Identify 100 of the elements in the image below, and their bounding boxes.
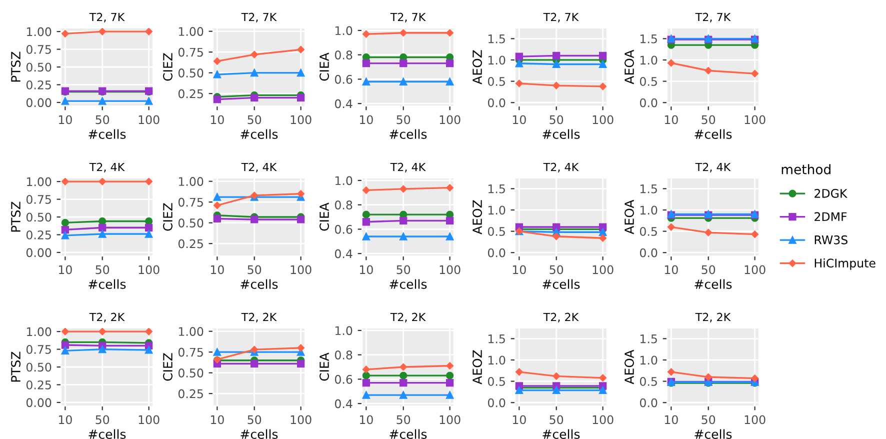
- x-tick-label: 100: [744, 115, 766, 124]
- y-tick-label: 1.00: [178, 27, 204, 36]
- x-tick-label: 10: [58, 415, 72, 424]
- x-tick-label: 10: [360, 115, 373, 124]
- y-tick-label: 0.25: [26, 230, 51, 240]
- y-tick-label: 1.0: [488, 356, 506, 365]
- x-tick-label: 100: [290, 265, 312, 274]
- y-axis-title: CIEZ: [163, 353, 172, 381]
- y-tick-label: 1.00: [26, 27, 52, 36]
- x-tick-label: 100: [290, 115, 312, 124]
- y-tick-label: 0.6: [334, 74, 352, 84]
- x-tick-label: 50: [396, 415, 410, 424]
- x-tick-label: 100: [744, 415, 766, 424]
- x-tick-label: 50: [702, 115, 716, 124]
- y-tick-label: 0.0: [488, 398, 506, 408]
- x-tick-label: 100: [592, 115, 614, 124]
- y-tick-label: 1.5: [488, 184, 505, 194]
- legend-label: 2DMF: [814, 212, 847, 221]
- y-axis-title: AEOZ: [472, 200, 482, 234]
- y-tick-label: 0.50: [26, 212, 52, 222]
- y-axis-title: PTSZ: [11, 352, 20, 382]
- chart-title: T2, 2K: [390, 312, 426, 322]
- y-tick-label: 0.5: [640, 377, 657, 386]
- x-tick-label: 10: [360, 265, 373, 274]
- x-tick-label: 100: [138, 115, 160, 124]
- y-tick-label: 0.75: [178, 198, 203, 207]
- x-tick-label: 50: [96, 415, 110, 424]
- y-axis-title: CIEA: [320, 202, 329, 231]
- x-tick-label: 50: [702, 415, 716, 424]
- y-axis-title: PTSZ: [11, 202, 20, 232]
- y-axis-title: PTSZ: [11, 52, 20, 82]
- x-tick-label: 10: [58, 265, 72, 274]
- x-axis-title: #cells: [694, 429, 732, 439]
- x-axis-title: #cells: [390, 129, 427, 139]
- y-tick-label: 0.50: [178, 368, 204, 378]
- x-tick-label: 50: [550, 415, 564, 424]
- y-tick-label: 0.75: [26, 44, 51, 54]
- legend-label: 2DGK: [814, 188, 848, 198]
- x-axis-title: #cells: [88, 429, 126, 439]
- y-tick-label: 1.5: [640, 184, 657, 194]
- x-axis-title: #cells: [694, 279, 732, 289]
- chart-title: T2, 4K: [695, 162, 731, 172]
- x-axis-title: #cells: [240, 429, 278, 439]
- y-axis-title: AEOA: [624, 350, 634, 384]
- chart-title: T2, 4K: [241, 162, 277, 172]
- y-tick-label: 0.4: [334, 99, 352, 108]
- x-tick-label: 10: [512, 415, 526, 424]
- y-tick-label: 0.75: [178, 348, 203, 357]
- y-tick-label: 0.75: [178, 48, 203, 57]
- y-axis-title: CIEA: [320, 352, 329, 381]
- legend-label: RW3S: [814, 235, 848, 244]
- y-tick-label: 0.5: [640, 227, 657, 236]
- y-tick-label: 0.5: [488, 77, 505, 86]
- y-axis-title: CIEZ: [163, 203, 172, 231]
- y-tick-label: 0.5: [488, 227, 505, 236]
- y-tick-label: 0.75: [26, 344, 51, 354]
- legend-title: method: [782, 164, 830, 174]
- chart-title: T2, 4K: [543, 162, 579, 172]
- y-tick-label: 0.00: [26, 98, 52, 108]
- x-tick-label: 10: [360, 415, 373, 424]
- x-tick-label: 50: [396, 115, 410, 124]
- x-tick-label: 100: [592, 415, 614, 424]
- x-tick-label: 10: [664, 265, 678, 274]
- y-tick-label: 0.25: [26, 80, 51, 90]
- y-tick-label: 0.6: [334, 224, 352, 234]
- y-tick-label: 1.0: [488, 206, 506, 215]
- y-tick-label: 0.8: [334, 350, 352, 360]
- x-tick-label: 50: [248, 265, 262, 274]
- y-tick-label: 1.0: [640, 356, 658, 365]
- y-tick-label: 0.00: [26, 398, 52, 408]
- x-tick-label: 10: [210, 115, 224, 124]
- y-tick-label: 1.0: [488, 56, 506, 65]
- chart-title: T2, 7K: [390, 12, 426, 22]
- x-tick-label: 10: [664, 115, 678, 124]
- x-tick-label: 100: [440, 115, 460, 124]
- y-tick-label: 0.8: [334, 50, 352, 60]
- x-tick-label: 100: [440, 415, 460, 424]
- x-tick-label: 50: [396, 265, 410, 274]
- chart-title: T2, 4K: [89, 162, 125, 172]
- y-axis-title: AEOA: [624, 50, 634, 84]
- x-tick-label: 10: [210, 265, 224, 274]
- y-tick-label: 0.25: [178, 389, 203, 398]
- y-tick-label: 0.5: [488, 377, 505, 386]
- y-tick-label: 0.0: [488, 98, 506, 108]
- chart-title: T2, 2K: [543, 312, 579, 322]
- chart-title: T2, 2K: [241, 312, 277, 322]
- x-tick-label: 10: [512, 115, 526, 124]
- chart-title: T2, 7K: [89, 12, 125, 22]
- x-tick-label: 100: [138, 415, 160, 424]
- x-tick-label: 10: [512, 265, 526, 274]
- x-tick-label: 50: [550, 115, 564, 124]
- x-tick-label: 50: [248, 415, 262, 424]
- y-tick-label: 0.50: [26, 62, 52, 72]
- y-tick-label: 0.0: [640, 248, 658, 258]
- y-tick-label: 0.8: [334, 200, 352, 210]
- y-tick-label: 1.00: [26, 327, 52, 336]
- y-axis-title: AEOZ: [472, 350, 482, 384]
- x-tick-label: 10: [210, 415, 224, 424]
- y-tick-label: 1.5: [488, 34, 505, 44]
- y-tick-label: 1.5: [640, 334, 657, 344]
